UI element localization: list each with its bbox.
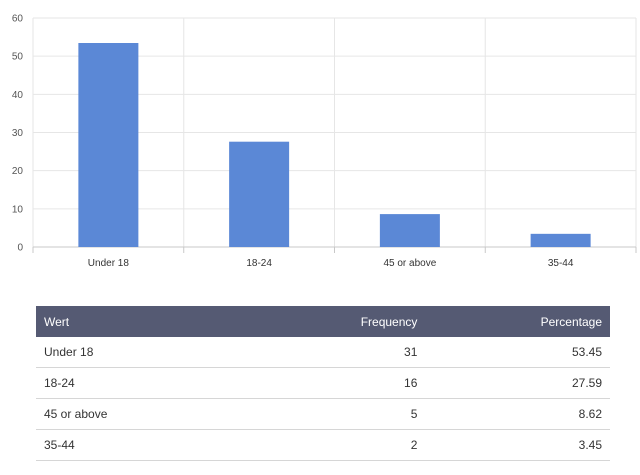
y-tick-label: 20 (12, 166, 24, 177)
x-tick-label: 18-24 (246, 258, 272, 269)
cell-frequency: 5 (252, 398, 426, 430)
cell-frequency: 31 (252, 337, 426, 368)
cell-percentage: 27.59 (425, 367, 610, 399)
x-tick-label: 45 or above (383, 258, 436, 269)
cell-value: 18-24 (36, 367, 252, 399)
y-tick-label: 40 (12, 90, 24, 101)
header-wert: Wert (36, 306, 252, 337)
table-row: 18-24 16 27.59 (36, 367, 610, 399)
frequency-table: Wert Frequency Percentage Under 18 31 53… (36, 306, 610, 461)
y-tick-label: 10 (12, 204, 24, 215)
table-row: 45 or above 5 8.62 (36, 398, 610, 430)
header-percentage: Percentage (425, 306, 610, 337)
table-row: Under 18 31 53.45 (36, 337, 610, 368)
y-tick-label: 0 (17, 243, 23, 254)
bar (530, 233, 591, 247)
table-row: 35-44 2 3.45 (36, 429, 610, 461)
cell-percentage: 53.45 (425, 337, 610, 368)
bar (379, 214, 440, 247)
x-tick-label: Under 18 (88, 258, 130, 269)
bar-chart: 0 10 20 30 40 50 60 Under 18 18-24 45 or above 35-… (12, 14, 637, 269)
cell-value: Under 18 (36, 337, 252, 368)
cell-percentage: 3.45 (425, 429, 610, 461)
x-tick-label: 35-44 (548, 258, 574, 269)
cell-value: 45 or above (36, 398, 252, 430)
bar (229, 141, 290, 247)
cell-percentage: 8.62 (425, 398, 610, 430)
cell-frequency: 2 (252, 429, 426, 461)
cell-value: 35-44 (36, 429, 252, 461)
header-frequency: Frequency (252, 306, 426, 337)
y-tick-label: 30 (12, 128, 24, 139)
bar (78, 42, 139, 247)
cell-frequency: 16 (252, 367, 426, 399)
y-tick-label: 60 (12, 14, 24, 25)
table-header-row: Wert Frequency Percentage (36, 306, 610, 337)
y-tick-label: 50 (12, 52, 24, 63)
